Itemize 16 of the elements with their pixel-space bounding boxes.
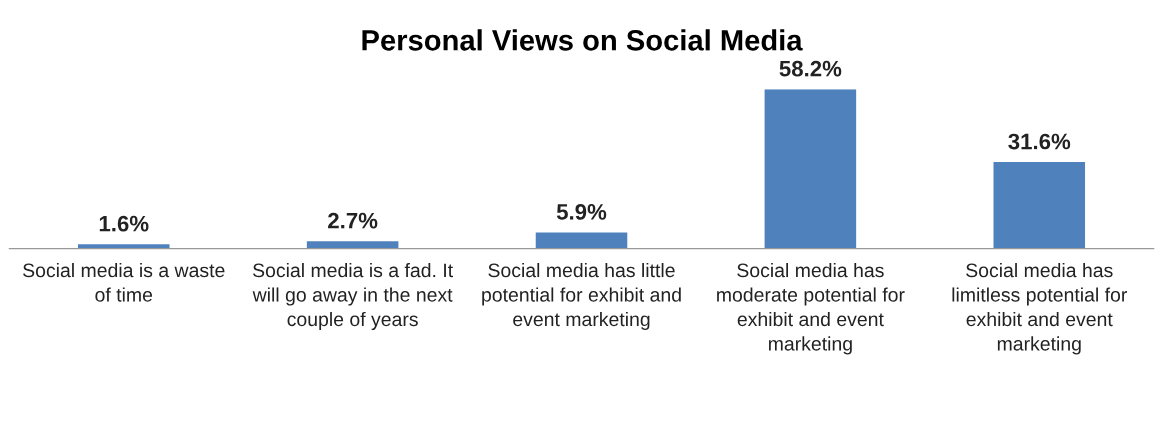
- bar: [77, 244, 170, 249]
- data-label: 58.2%: [779, 60, 842, 77]
- x-tick-label: Social media is a waste of time: [23, 262, 225, 302]
- x-tick-label: Social media has moderate potential for exhibit and event marketing: [717, 262, 905, 355]
- data-label: 1.6%: [99, 215, 149, 232]
- bar: [535, 232, 628, 249]
- data-label: 2.7%: [328, 212, 378, 229]
- x-tick-label: Social media has little potential for exhibit and event marketing: [482, 262, 681, 331]
- bar: [993, 162, 1086, 249]
- x-tick-label: Social media has limitless potential for exhibit and event marketing: [952, 262, 1128, 355]
- data-label: 5.9%: [556, 204, 607, 220]
- chart-title: Personal Views on Social Media: [362, 29, 803, 51]
- x-tick-label: Social media is a fad. It will go away in the next couple of years: [252, 262, 453, 331]
- bar: [764, 89, 857, 249]
- bar: [306, 241, 399, 249]
- data-label: 31.6%: [1008, 133, 1071, 150]
